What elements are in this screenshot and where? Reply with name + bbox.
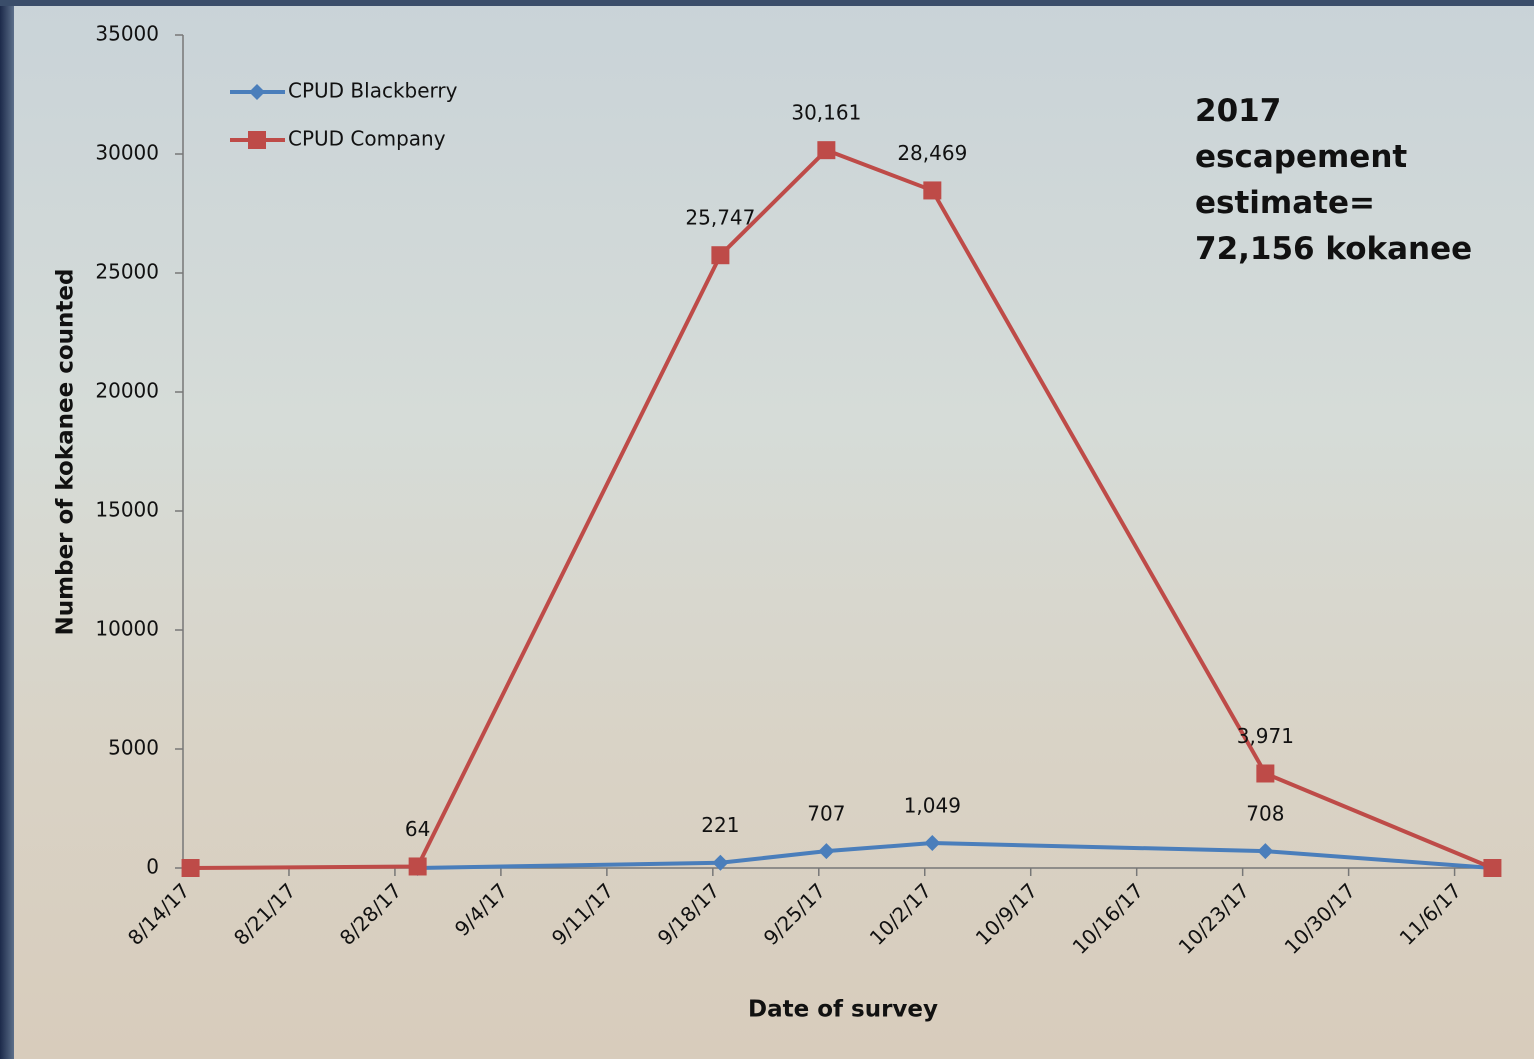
- x-axis-title: Date of survey: [748, 997, 938, 1023]
- y-tick-label: 35000: [95, 22, 159, 46]
- background-edge: [0, 0, 1534, 6]
- data-label: 25,747: [685, 206, 755, 230]
- legend-marker: [248, 131, 266, 149]
- data-point: [818, 843, 835, 860]
- x-tick-label: 8/21/17: [229, 878, 300, 949]
- x-tick-label: 10/23/17: [1174, 878, 1254, 958]
- data-label: 1,049: [904, 794, 961, 818]
- data-point: [711, 246, 730, 265]
- data-point: [181, 859, 200, 877]
- data-label: 30,161: [791, 101, 861, 125]
- x-tick-label: 10/16/17: [1068, 878, 1148, 958]
- data-point: [1256, 764, 1275, 783]
- data-label: 3,971: [1237, 724, 1294, 748]
- y-tick-label: 10000: [95, 617, 159, 641]
- x-tick-label: 8/14/17: [123, 878, 194, 949]
- data-label: 708: [1246, 802, 1284, 826]
- y-tick-label: 30000: [95, 141, 159, 165]
- y-tick-label: 0: [146, 855, 159, 879]
- legend-label: CPUD Blackberry: [288, 79, 458, 103]
- y-tick-label: 20000: [95, 379, 159, 403]
- x-tick-label: 10/9/17: [971, 878, 1042, 949]
- x-tick-label: 9/11/17: [547, 878, 618, 949]
- data-label: 221: [701, 813, 739, 837]
- x-tick-label: 8/28/17: [335, 878, 406, 949]
- x-tick-label: 10/30/17: [1280, 878, 1360, 958]
- x-tick-label: 10/2/17: [865, 878, 936, 949]
- y-tick-label: 15000: [95, 498, 159, 522]
- data-point: [712, 854, 729, 871]
- x-tick-label: 9/25/17: [759, 878, 830, 949]
- data-point: [923, 181, 942, 200]
- background-edge: [0, 0, 14, 1059]
- annotation: 2017 escapement estimate= 72,156 kokanee: [1195, 93, 1473, 267]
- data-label: 28,469: [897, 141, 967, 165]
- data-point: [1257, 843, 1274, 860]
- data-point: [1483, 859, 1502, 877]
- x-tick-label: 9/4/17: [450, 878, 512, 940]
- data-point: [408, 857, 427, 876]
- x-tick-label: 11/6/17: [1395, 878, 1466, 949]
- legend-marker: [249, 84, 265, 100]
- data-point: [924, 835, 941, 852]
- y-axis-title: Number of kokanee counted: [53, 269, 79, 636]
- data-point: [817, 141, 836, 160]
- y-tick-label: 5000: [108, 736, 159, 760]
- x-tick-label: 9/18/17: [653, 878, 724, 949]
- data-label: 64: [405, 817, 430, 841]
- series-line: [417, 841, 1493, 870]
- legend-label: CPUD Company: [288, 127, 446, 151]
- y-tick-label: 25000: [95, 260, 159, 284]
- data-label: 707: [807, 802, 845, 826]
